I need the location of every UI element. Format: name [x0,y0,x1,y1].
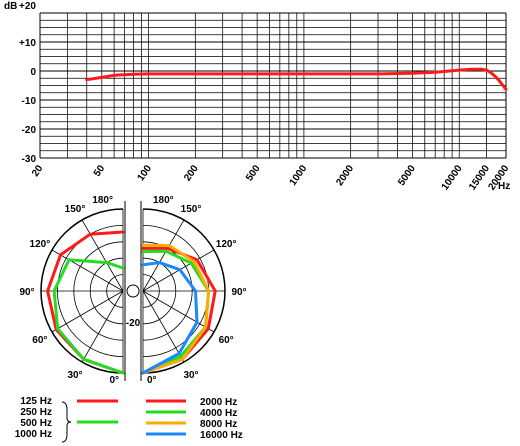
x-tick-label: 2000 [334,163,356,188]
polar-spoke [81,290,124,363]
legend-label-left: 500 Hz [20,418,52,429]
polar-angle-label: 120° [30,239,51,250]
legend-label-right: 4000 Hz [200,408,237,419]
polar-angle-label: 0° [109,375,119,386]
y-unit-label: dB [4,1,17,12]
y-tick-label: -30 [22,154,37,165]
legend-label-right: 16000 Hz [200,430,243,441]
polar-angle-label: 0° [147,375,157,386]
x-tick-label: 500 [244,163,263,183]
polar-spoke [142,219,185,292]
polar-curve [52,258,125,375]
legend-brace [61,401,72,443]
polar-angle-label: 30° [67,370,82,381]
polar-labels: 0° 0° 30° 30° 60° 60° 90° 90° 120° 120° 150° 150° 18… [19,195,246,386]
polar-spoke [51,249,124,292]
polar-angle-label: 180° [153,195,174,206]
legend-label-left: 1000 Hz [15,429,52,440]
polar-angle-label: 90° [231,287,246,298]
polar-angle-label: 150° [181,204,202,215]
polar-spoke [81,219,124,292]
polar-hub [126,284,140,298]
polar-angle-label: 180° [92,195,113,206]
frequency-series [85,67,508,91]
polar-radial-label: -20 [126,318,141,329]
polar-angle-label: 30° [183,370,198,381]
polar-grid-right [142,208,226,374]
legend-label-left: 250 Hz [20,407,52,418]
x-tick-label: 20 [30,163,46,179]
legend-label-right: 8000 Hz [200,419,237,430]
x-unit-label: Hz [498,181,510,192]
x-tick-label: 200 [182,163,201,183]
y-tick-label: +10 [19,38,36,49]
legend-label-left: 125 Hz [20,396,52,407]
polar-angle-label: 60° [219,335,234,346]
x-tick-label: 100 [135,163,154,183]
x-tick-label: 1000 [288,163,310,188]
polar-series [46,230,217,375]
polar-angle-label: 150° [65,204,86,215]
y-tick-label: -10 [22,96,37,107]
x-tick-label: 50 [92,163,108,179]
polar-angle-label: 120° [216,239,237,250]
polar-pattern-chart: 0° 0° 30° 30° 60° 60° 90° 90° 120° 120° 150° 150° 18… [19,195,246,386]
polar-angle-label: 60° [32,335,47,346]
y-tick-label: 0 [30,67,36,78]
polar-spoke [142,290,215,333]
y-tick-label: -20 [22,125,37,136]
polar-spoke [51,290,124,333]
polar-grid-left [40,208,124,374]
x-tick-label: 10000 [440,163,465,192]
frequency-grid [39,12,507,159]
y-tick-label: +20 [19,1,36,12]
legend-label-right: 2000 Hz [200,397,237,408]
response-curve [85,67,508,91]
polar-grid [40,201,226,381]
x-tick-label: 5000 [396,163,418,188]
polar-curve [141,261,199,375]
polar-angle-label: 90° [19,287,34,298]
polar-curve [141,243,211,375]
polar-spoke [142,290,185,363]
